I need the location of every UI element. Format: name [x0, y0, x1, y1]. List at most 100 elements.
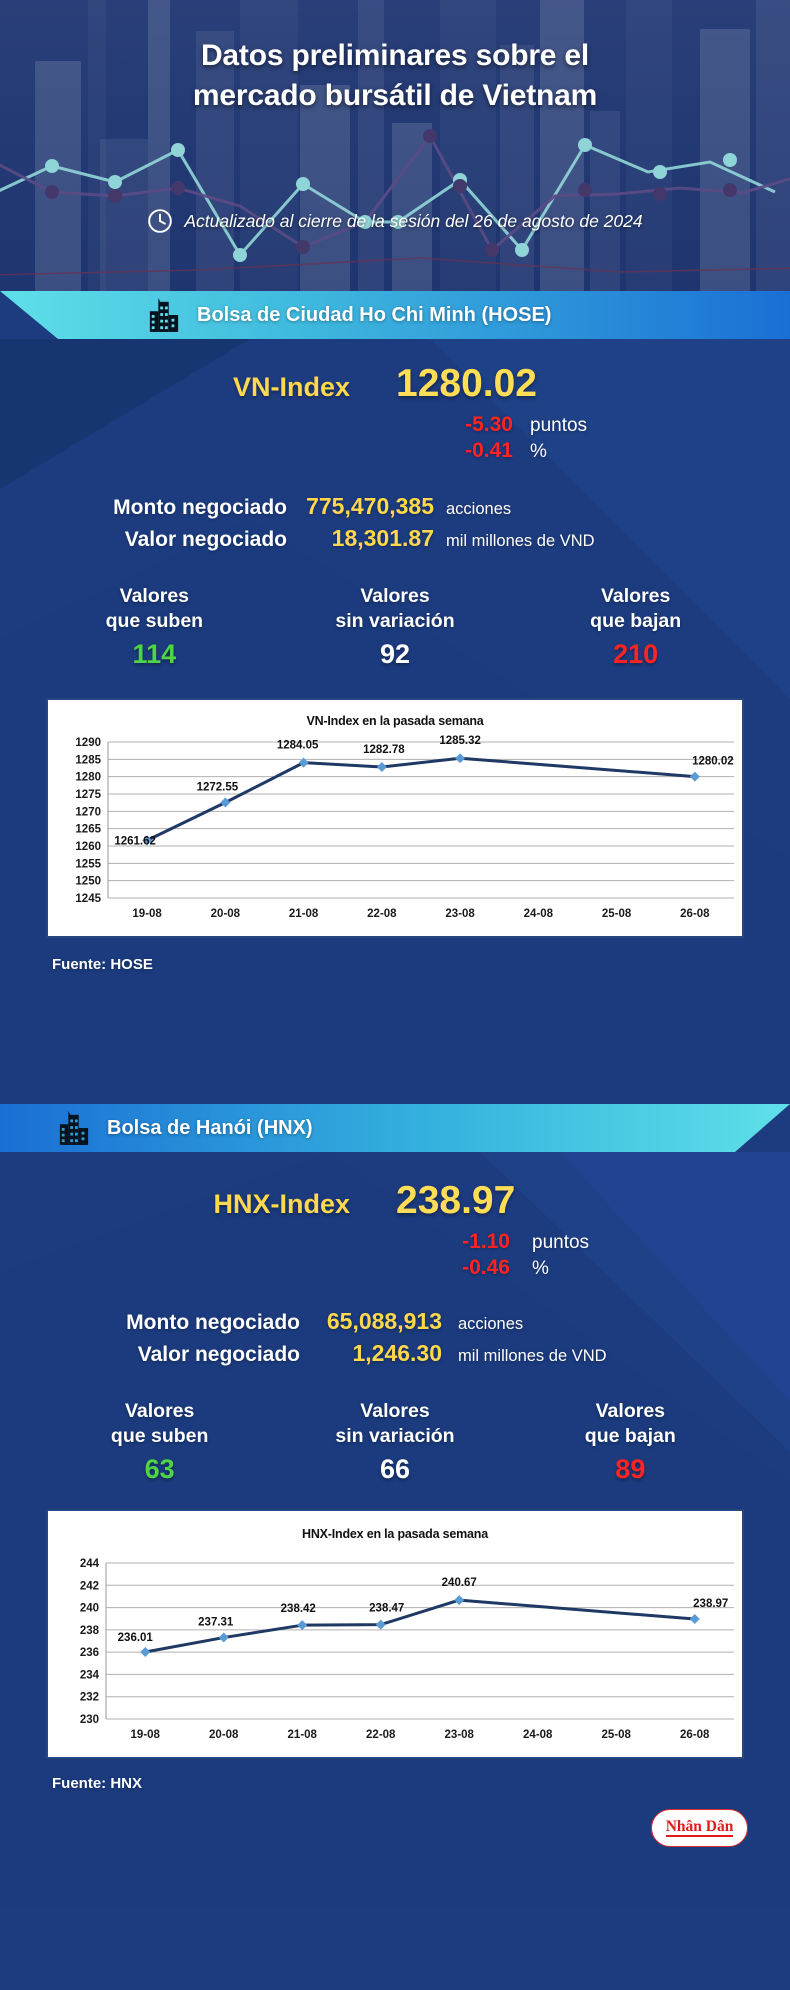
- hose-breadth: Valores que suben 114 Valores sin variac…: [0, 584, 790, 670]
- hose-breadth-down: Valores que bajan 210: [515, 584, 756, 670]
- hnx-section-banner: Bolsa de Hanói (HNX): [0, 1104, 790, 1152]
- hero-bar-decoration: [0, 0, 790, 291]
- building-icon: [59, 1111, 89, 1145]
- svg-text:20-08: 20-08: [209, 1729, 239, 1741]
- svg-text:19-08: 19-08: [131, 1729, 161, 1741]
- hnx-volume-label: Monto negociado: [126, 1311, 300, 1334]
- hnx-change-points: -1.10: [462, 1230, 510, 1253]
- svg-text:238.42: 238.42: [281, 1603, 316, 1615]
- svg-text:1265: 1265: [75, 823, 101, 835]
- hose-breadth-down-line1: Valores: [600, 585, 671, 607]
- svg-text:1245: 1245: [75, 893, 101, 905]
- hnx-breadth-down-line1: Valores: [595, 1400, 666, 1422]
- svg-text:1261.62: 1261.62: [114, 835, 156, 847]
- svg-text:242: 242: [80, 1580, 99, 1592]
- svg-text:1280: 1280: [75, 771, 101, 783]
- hose-breadth-up-line2: que suben: [105, 609, 204, 632]
- svg-text:21-08: 21-08: [288, 1729, 318, 1741]
- svg-text:232: 232: [80, 1691, 99, 1703]
- vn-index-chart-card: VN-Index en la pasada semana 1245 1250 125…: [46, 697, 744, 938]
- vn-index-chart: 1245 1250 1255 1260 1265 1270 1275 1280 1285 1290…: [75, 735, 734, 920]
- svg-text:1255: 1255: [75, 858, 101, 870]
- svg-text:20-08: 20-08: [211, 908, 241, 920]
- svg-text:22-08: 22-08: [366, 1729, 396, 1741]
- hnx-value-label: Valor negociado: [137, 1343, 300, 1366]
- hnx-index-value: 238.97: [396, 1179, 516, 1222]
- vn-change-percent-unit: %: [530, 441, 547, 462]
- svg-text:1285.32: 1285.32: [439, 735, 481, 747]
- hnx-index-label: HNX-Index: [213, 1189, 350, 1219]
- hnx-breadth: Valores que suben 63 Valores sin variaci…: [0, 1399, 790, 1485]
- hose-breadth-flat: Valores sin variación 92: [275, 584, 516, 670]
- hose-breadth-flat-line1: Valores: [360, 585, 430, 607]
- vn-index-chart-title: VN-Index en la pasada semana: [306, 713, 484, 728]
- hnx-breadth-flat-count: 66: [379, 1453, 411, 1484]
- hnx-change-points-unit: puntos: [532, 1232, 590, 1253]
- hnx-index-chart: 230 232 234 236 238 240 242 244 19-08 20-08 21-08 2…: [80, 1558, 734, 1741]
- svg-text:236: 236: [80, 1647, 99, 1659]
- vn-index-label: VN-Index: [232, 372, 350, 402]
- svg-text:240.67: 240.67: [442, 1577, 477, 1589]
- svg-text:26-08: 26-08: [680, 908, 710, 920]
- svg-text:238: 238: [80, 1624, 100, 1636]
- hnx-breadth-down: Valores que bajan 89: [513, 1399, 748, 1485]
- svg-text:244: 244: [80, 1558, 100, 1570]
- hose-banner-shape: [0, 291, 790, 339]
- hnx-breadth-flat: Valores sin variación 66: [277, 1399, 512, 1485]
- svg-text:19-08: 19-08: [132, 908, 162, 920]
- hose-breadth-flat-count: 92: [379, 638, 411, 669]
- svg-text:237.31: 237.31: [198, 1616, 234, 1628]
- page-title: Datos preliminares sobre el mercado burs…: [0, 36, 790, 115]
- hnx-value-value: 1,246.30: [352, 1340, 442, 1366]
- svg-text:238.97: 238.97: [693, 1598, 728, 1610]
- hose-breadth-up: Valores que suben 114: [34, 584, 275, 670]
- svg-text:1250: 1250: [75, 875, 101, 887]
- clock-icon: [148, 209, 173, 233]
- nhan-dan-logo-text: Nhân Dân: [665, 1819, 734, 1838]
- hose-breadth-flat-line2: sin variación: [335, 609, 455, 632]
- svg-text:21-08: 21-08: [289, 908, 319, 920]
- svg-text:25-08: 25-08: [602, 1729, 632, 1741]
- svg-text:1260: 1260: [75, 841, 101, 853]
- svg-text:22-08: 22-08: [367, 908, 397, 920]
- hnx-change-percent-unit: %: [532, 1258, 549, 1279]
- vn-volume-value: 775,470,385: [306, 493, 434, 519]
- hnx-banner-label: Bolsa de Hanói (HNX): [107, 1116, 313, 1139]
- hnx-index-chart-title: HNX-Index en la pasada semana: [302, 1526, 488, 1541]
- svg-text:24-08: 24-08: [523, 1729, 553, 1741]
- hnx-breadth-up: Valores que suben 63: [42, 1399, 277, 1485]
- hnx-breadth-flat-line1: Valores: [360, 1400, 430, 1422]
- hnx-breadth-up-line2: que suben: [110, 1424, 209, 1447]
- vn-change-points-unit: puntos: [530, 415, 588, 436]
- updated-text: Actualizado al cierre de la sesión del 2…: [184, 210, 643, 231]
- hose-breadth-up-line1: Valores: [119, 585, 190, 607]
- hnx-breadth-down-line2: que bajan: [584, 1424, 676, 1447]
- hnx-breadth-flat-line2: sin variación: [335, 1424, 455, 1447]
- hnx-volume-unit: acciones: [458, 1315, 524, 1333]
- svg-text:236.01: 236.01: [118, 1632, 154, 1644]
- building-icon: [149, 298, 179, 332]
- vn-value-value: 18,301.87: [331, 525, 434, 551]
- vn-volume-label: Monto negociado: [113, 496, 287, 519]
- hnx-breadth-down-count: 89: [615, 1453, 646, 1484]
- svg-text:1285: 1285: [75, 754, 101, 766]
- vn-index-value: 1280.02: [396, 362, 537, 405]
- vn-change-points: -5.30: [465, 413, 513, 436]
- svg-text:1270: 1270: [75, 806, 101, 818]
- hnx-breadth-up-count: 63: [144, 1453, 175, 1484]
- hnx-section: HNX-Index 238.97 -1.10 puntos -0.46 % Mo…: [0, 1152, 790, 1907]
- page-title-line2: mercado bursátil de Vietnam: [192, 78, 598, 112]
- hero-line-decoration: [0, 129, 790, 276]
- hnx-banner-shape: [0, 1104, 790, 1152]
- hnx-source: Fuente: HNX: [52, 1774, 142, 1792]
- hnx-change-percent: -0.46: [462, 1256, 510, 1279]
- svg-text:1275: 1275: [75, 789, 101, 801]
- hose-breadth-down-line2: que bajan: [590, 609, 682, 632]
- svg-text:26-08: 26-08: [680, 1729, 710, 1741]
- svg-text:240: 240: [80, 1602, 99, 1614]
- hose-breadth-up-count: 114: [132, 638, 177, 669]
- vn-value-label: Valor negociado: [124, 528, 287, 551]
- hnx-value-unit: mil millones de VND: [458, 1347, 607, 1365]
- nhan-dan-logo[interactable]: Nhân Dân: [651, 1809, 748, 1847]
